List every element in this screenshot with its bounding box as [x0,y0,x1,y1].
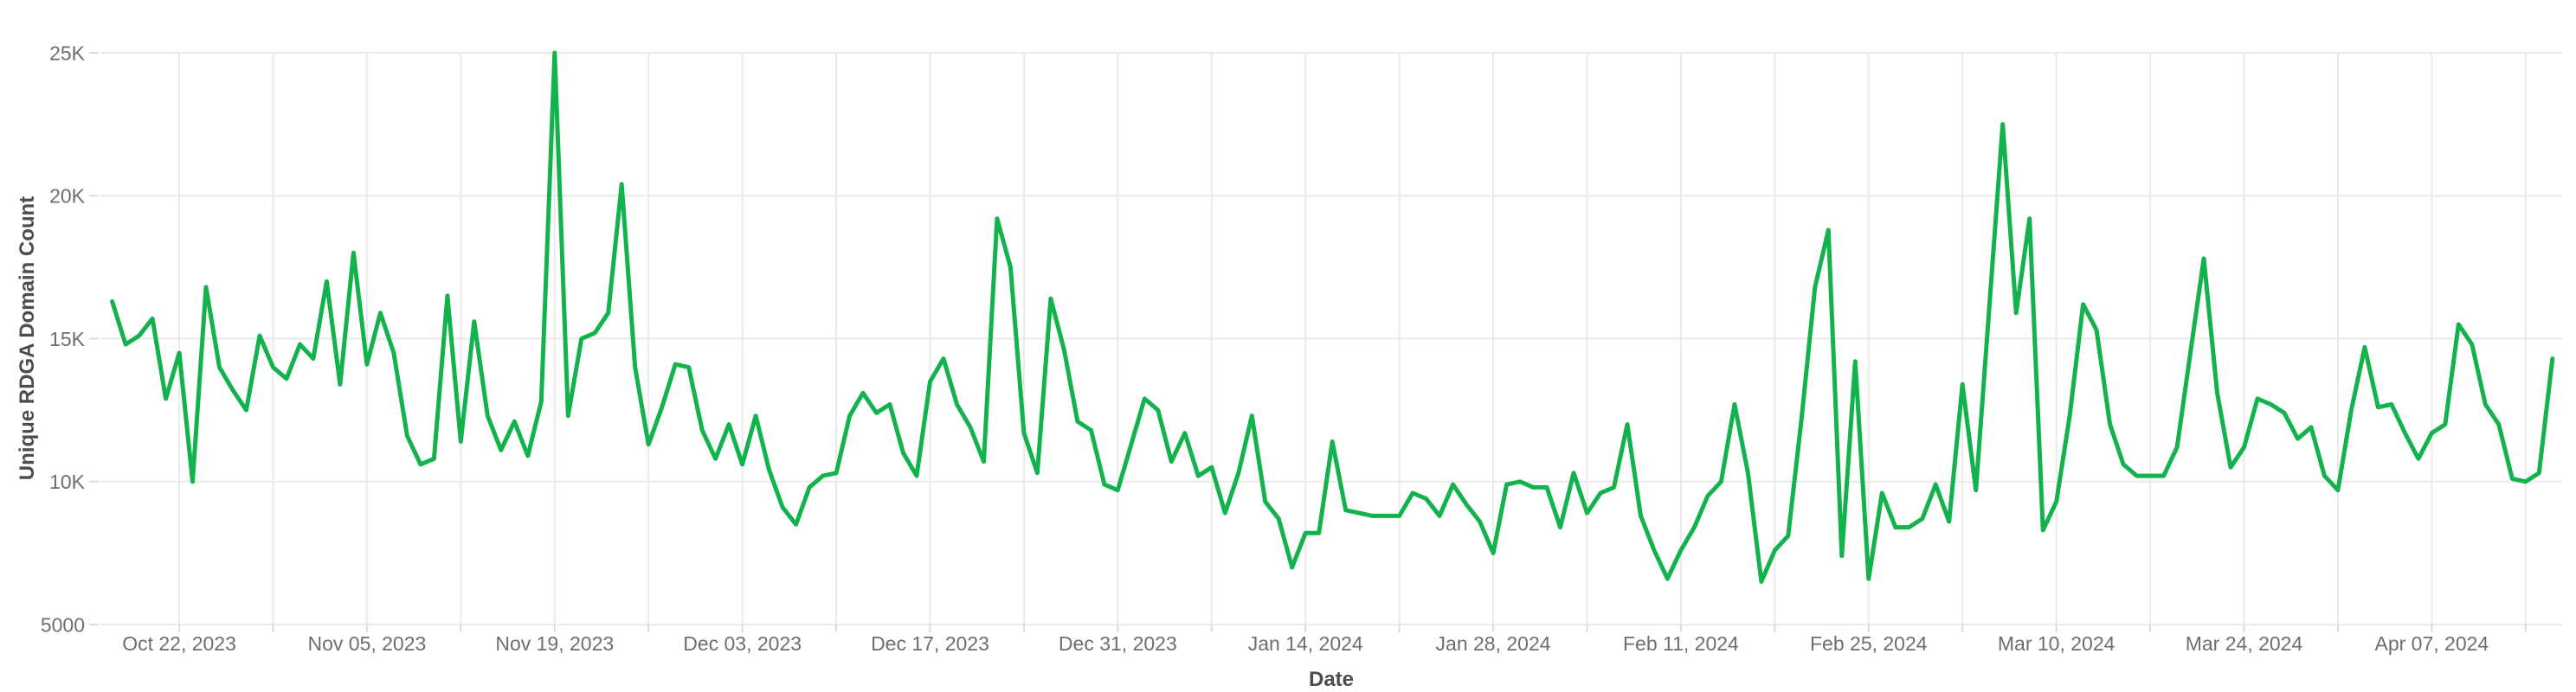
x-tick-label: Nov 05, 2023 [307,632,426,655]
x-tick-label: Feb 11, 2024 [1623,632,1739,655]
y-tick-label: 20K [49,185,86,208]
x-tick-label: Dec 31, 2023 [1059,632,1177,655]
y-tick-label: 25K [49,42,86,64]
x-tick-label: Oct 22, 2023 [122,632,236,655]
x-tick-label: Dec 17, 2023 [871,632,989,655]
x-tick-label: Feb 25, 2024 [1810,632,1928,655]
x-tick-label: Nov 19, 2023 [495,632,614,655]
x-tick-label: Mar 10, 2024 [1998,632,2116,655]
y-tick-label: 10K [49,471,86,493]
x-axis-title: Date [1308,668,1355,691]
y-axis-title: Unique RDGA Domain Count [16,195,39,481]
x-tick-label: Jan 28, 2024 [1436,632,1551,655]
y-tick-label: 15K [49,328,86,350]
x-tick-label: Mar 24, 2024 [2186,632,2303,655]
plot-area[interactable] [100,53,2562,625]
x-tick-label: Dec 03, 2023 [683,632,802,655]
x-tick-label: Apr 07, 2024 [2375,632,2489,655]
y-tick-label: 5000 [41,613,85,636]
series-line [110,50,2555,584]
x-tick-label: Jan 14, 2024 [1248,632,1363,655]
